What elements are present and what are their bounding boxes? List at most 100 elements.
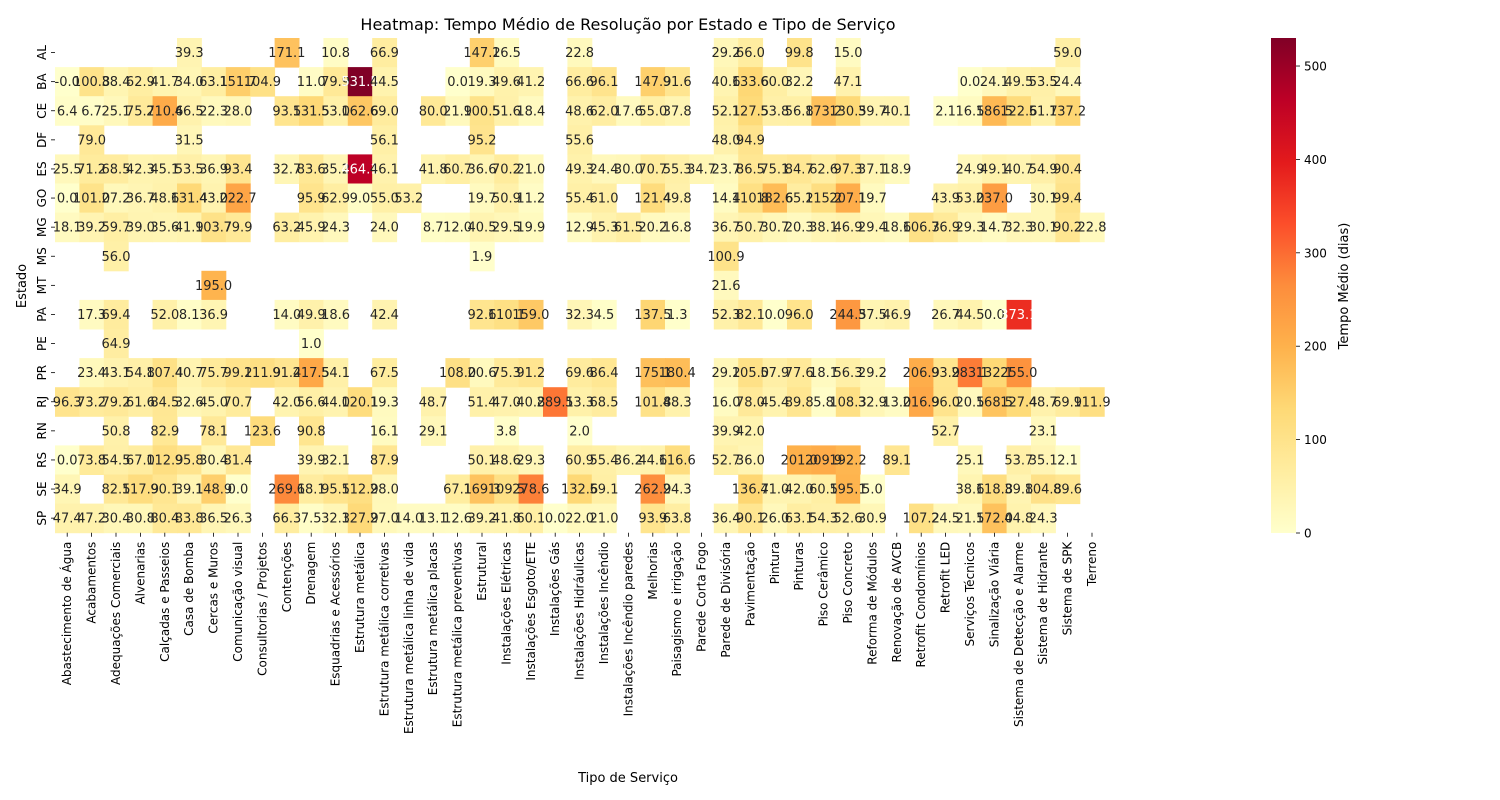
cell-value-label: 54.9 (1029, 162, 1058, 177)
cell-value-label: 8.7 (423, 221, 444, 236)
heatmap-cell (1055, 212, 1081, 243)
heatmap-cell (494, 474, 520, 505)
heatmap-cell (713, 241, 739, 272)
cell-value-label: 51.6 (492, 104, 521, 119)
heatmap-cell (421, 387, 446, 417)
heatmap-cell (372, 183, 398, 214)
heatmap-cell (299, 358, 324, 388)
heatmap-cell (567, 125, 593, 155)
heatmap-cell (1006, 358, 1032, 388)
cell-value-label: 61.0 (590, 192, 619, 207)
x-tick-label: Sistema de SPK (1061, 541, 1075, 636)
heatmap-cell (299, 329, 324, 359)
colorbar-tick-label: 100 (1304, 433, 1327, 447)
heatmap-cell (787, 445, 812, 475)
heatmap-cell (469, 38, 495, 68)
cell-value-label: 75.7 (126, 104, 155, 119)
cell-value-label: 16.0 (712, 395, 741, 410)
x-tick-label: Cercas e Muros (207, 542, 221, 634)
cell-value-label: 106.3 (903, 221, 940, 236)
cell-value-label: 32.9 (858, 395, 887, 410)
heatmap-cell (299, 154, 324, 184)
heatmap-cell (567, 474, 593, 505)
cell-value-label: 92.6 (468, 308, 497, 323)
heatmap-cell (55, 67, 80, 97)
heatmap-cell (347, 96, 373, 126)
heatmap-cell (713, 67, 739, 97)
heatmap-cell (469, 387, 495, 417)
cell-value-label: 21.6 (712, 279, 741, 294)
cell-value-label: 52.6 (834, 512, 863, 527)
heatmap-cell (787, 67, 812, 97)
heatmap-cell (1055, 67, 1081, 97)
heatmap-cell (665, 358, 690, 388)
cell-value-label: 16.1 (370, 424, 399, 439)
heatmap-cell (323, 67, 349, 97)
cell-value-label: 34.0 (175, 75, 204, 90)
cell-value-label: 195.0 (195, 279, 232, 294)
cell-value-label: 44.6 (638, 453, 667, 468)
x-tick-label: Abastecimento de Água (59, 542, 74, 686)
heatmap-cell (494, 416, 520, 446)
heatmap-cell (567, 183, 593, 214)
cell-value-label: 1.0 (301, 337, 322, 352)
cell-value-label: 41.9 (175, 221, 204, 236)
cell-value-label: 89.8 (785, 395, 814, 410)
x-axis: Abastecimento de Água Acabamentos Adequaçõ… (59, 532, 1099, 734)
heatmap-cell (835, 387, 861, 417)
cell-value-label: 83.6 (297, 162, 326, 177)
heatmap-cell (1006, 96, 1032, 126)
heatmap-cell (665, 387, 690, 417)
heatmap-cell (1031, 445, 1056, 475)
heatmap-cell (421, 154, 446, 184)
heatmap-cell (811, 387, 837, 417)
heatmap-cell (591, 358, 617, 388)
heatmap-cell (128, 67, 154, 97)
cell-value-label: 29.2 (712, 366, 741, 381)
x-tick-label: Adequações Comerciais (109, 542, 123, 685)
heatmap-cell (323, 358, 349, 388)
cell-value-label: 52.7 (931, 424, 960, 439)
y-axis: AL BA CE DF ES GO MG MS MT PA PE PR RJ RN RS SE SP (35, 45, 55, 526)
cell-value-label: 20.2 (638, 221, 667, 236)
cell-value-label: 32.7 (272, 162, 301, 177)
heatmap-cell (982, 96, 1008, 126)
cell-value-label: 39.9 (297, 453, 326, 468)
cell-value-label: 29.3 (956, 221, 985, 236)
cell-value-label: 24.3 (663, 483, 692, 498)
heatmap-cell (347, 387, 373, 417)
cell-value-label: 147.2 (463, 46, 500, 61)
cell-value-label: 2.1 (1057, 453, 1078, 468)
heatmap-cell (323, 299, 349, 330)
cell-value-label: 83.8 (175, 512, 204, 527)
cell-value-label: 60.1 (516, 512, 545, 527)
cell-value-label: 0.0 (984, 308, 1005, 323)
x-tick-label: Pavimentação (743, 542, 757, 627)
cell-value-label: 22.3 (199, 104, 228, 119)
heatmap-cell (372, 96, 398, 126)
heatmap-cell (299, 445, 324, 475)
cell-value-label: 93.5 (272, 104, 301, 119)
cell-value-label: 32.2 (785, 75, 814, 90)
heatmap-cell (201, 67, 227, 97)
cell-value-label: 90.2 (1053, 221, 1082, 236)
y-tick-label: CE (35, 103, 49, 119)
cell-value-label: 45.0 (199, 395, 228, 410)
heatmap-cell (201, 270, 227, 301)
cell-value-label: 100.8 (73, 75, 110, 90)
cell-value-label: 25.1 (102, 104, 131, 119)
cell-value-label: 13.0 (882, 395, 911, 410)
cell-value-label: -0.0 (55, 75, 80, 90)
cell-value-label: 57.9 (760, 366, 789, 381)
heatmap-cell (469, 241, 495, 272)
heatmap-cell (494, 38, 520, 68)
heatmap-cell (957, 96, 983, 126)
heatmap-cell (225, 67, 251, 97)
cell-value-label: 28.0 (224, 104, 253, 119)
cell-value-label: 137.5 (634, 308, 671, 323)
heatmap-cell (201, 358, 227, 388)
x-tick-label: Instalações Incêndio paredes (621, 542, 635, 717)
cell-value-label: 49.6 (492, 75, 521, 90)
cell-value-label: 44.8 (1004, 512, 1033, 527)
